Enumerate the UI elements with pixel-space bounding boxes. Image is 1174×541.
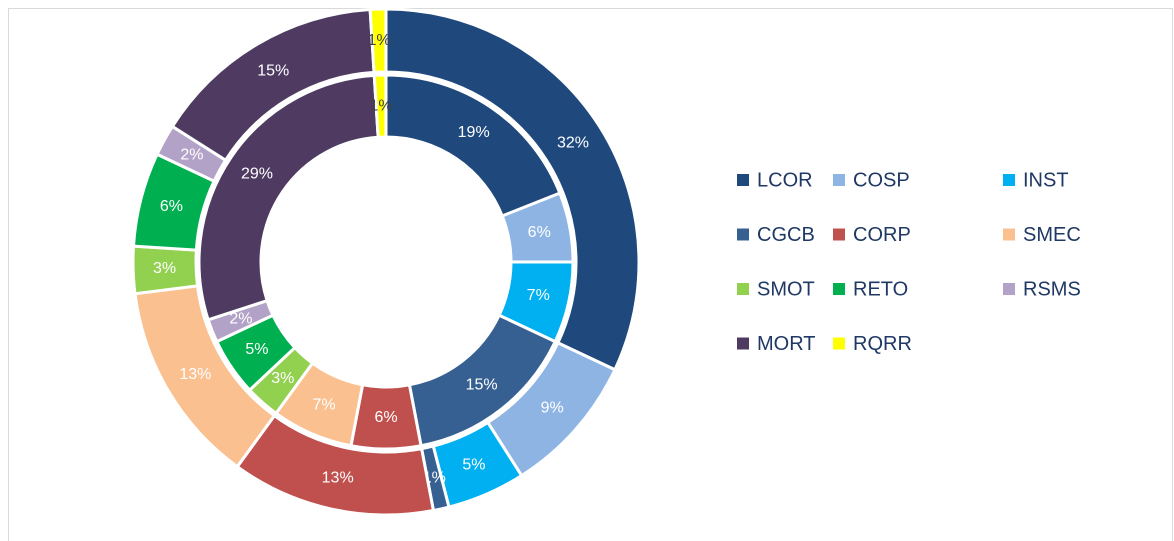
legend-swatch	[1003, 228, 1015, 241]
data-label: 9%	[541, 400, 564, 417]
legend-label: RSMS	[1023, 278, 1081, 300]
legend-swatch	[1003, 174, 1015, 186]
legend-label: CORP	[853, 224, 911, 246]
legend-swatch	[737, 337, 749, 350]
legend-label: COSP	[853, 169, 910, 191]
legend-swatch	[833, 174, 845, 186]
legend-swatch	[737, 283, 749, 295]
donut-slice	[372, 73, 388, 139]
data-label: 6%	[528, 224, 551, 241]
data-label: 5%	[245, 341, 268, 358]
data-label: 2%	[229, 311, 252, 328]
data-label: 32%	[557, 135, 589, 152]
legend-label: CGCB	[757, 224, 815, 246]
legend-swatch	[737, 174, 749, 186]
data-label: 19%	[458, 124, 490, 141]
data-label: 5%	[462, 457, 485, 474]
legend-swatch	[1003, 283, 1015, 295]
data-label: 15%	[257, 63, 289, 80]
legend-label: SMOT	[757, 278, 815, 300]
donut-slice	[368, 7, 388, 74]
legend-label: SMEC	[1023, 224, 1081, 246]
data-label: 7%	[527, 287, 550, 304]
data-label: 3%	[153, 260, 176, 277]
chart-frame	[8, 8, 1173, 541]
donut-slice	[197, 73, 380, 322]
legend-swatch	[833, 283, 845, 295]
legend-swatch	[833, 337, 845, 350]
data-label: 13%	[322, 469, 354, 486]
legend-label: INST	[1023, 169, 1069, 191]
legend-label: RQRR	[853, 333, 912, 355]
data-label: 1%	[367, 32, 390, 49]
data-label: 6%	[160, 198, 183, 215]
legend-label: LCOR	[757, 169, 813, 191]
data-label: 6%	[374, 409, 397, 426]
legend-label: RETO	[853, 278, 908, 300]
legend-swatch	[737, 228, 749, 241]
data-label: 2%	[180, 147, 203, 164]
donut-slice	[384, 7, 641, 372]
data-label: 15%	[466, 376, 498, 393]
legend-label: MORT	[757, 333, 816, 355]
data-label: 3%	[271, 370, 294, 387]
data-label: 7%	[312, 396, 335, 413]
data-label: 29%	[241, 166, 273, 183]
legend-swatch	[833, 228, 845, 241]
data-label: 13%	[179, 366, 211, 383]
data-label: 1%	[370, 97, 393, 114]
